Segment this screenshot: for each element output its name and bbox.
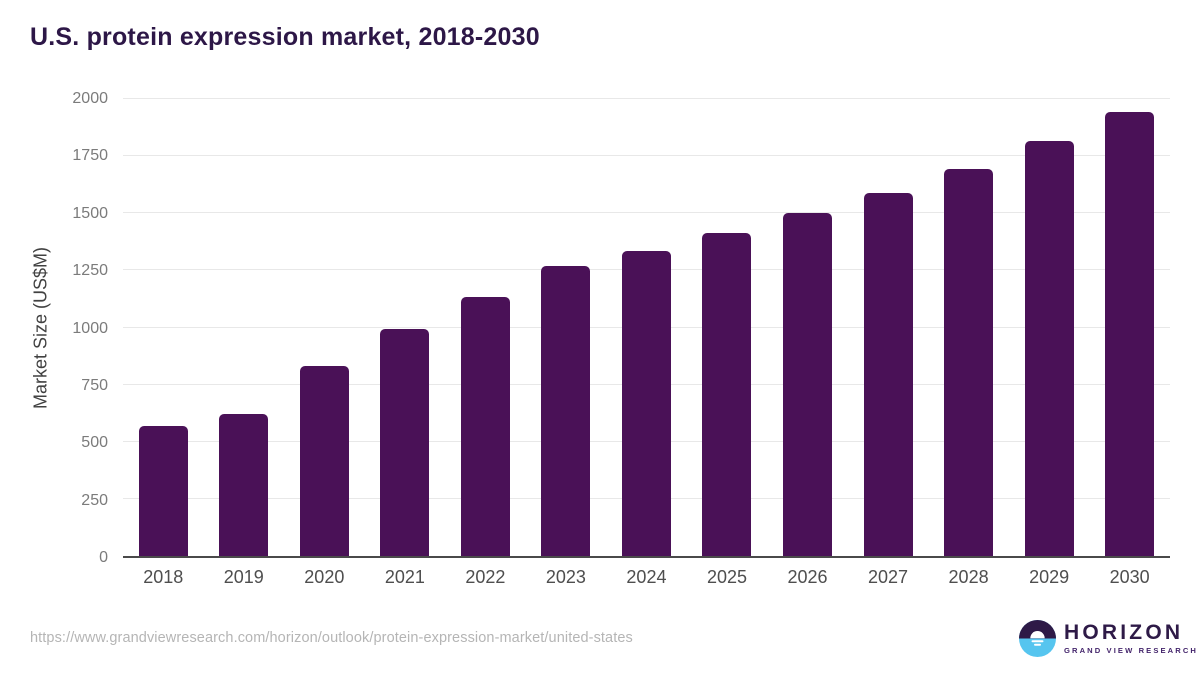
horizon-logo-icon — [1019, 620, 1056, 657]
y-tick-label-500: 500 — [81, 434, 108, 452]
bar-slot-2030 — [1089, 99, 1170, 556]
x-tick-label-2022: 2022 — [465, 567, 506, 587]
bar-slot-2027 — [848, 99, 929, 556]
gridline-1750 — [123, 155, 1170, 157]
chart-title: U.S. protein expression market, 2018-203… — [30, 23, 540, 51]
x-tick-label-2019: 2019 — [223, 567, 264, 587]
y-tick-label-2000: 2000 — [72, 90, 108, 107]
gridline-1500 — [123, 212, 1170, 214]
y-tick-label-250: 250 — [81, 491, 108, 509]
bar-2025 — [702, 232, 752, 556]
y-tick-label-750: 750 — [81, 376, 108, 394]
bar-2024 — [621, 250, 671, 556]
bar-2030 — [1105, 111, 1155, 556]
bar-slot-2023 — [526, 99, 607, 556]
y-tick-label-1750: 1750 — [72, 147, 108, 165]
y-tick-label-1250: 1250 — [72, 262, 108, 280]
horizon-logo: HORIZON GRAND VIEW RESEARCH — [1019, 620, 1198, 657]
bar-2026 — [783, 213, 833, 556]
x-tick-label-2023: 2023 — [545, 567, 586, 587]
x-axis-tick-labels: 2018 2019 2020 2021 2022 2023 2024 2025 2026 2027… — [123, 567, 1170, 588]
bar-2018 — [138, 425, 188, 556]
horizon-logo-subtitle: GRAND VIEW RESEARCH — [1064, 646, 1198, 655]
bar-2029 — [1024, 141, 1074, 556]
bar-slot-2019 — [204, 99, 285, 556]
y-tick-label-1000: 1000 — [72, 319, 108, 337]
plot-area — [123, 98, 1170, 558]
bar-2021 — [380, 328, 430, 556]
bar-slot-2025 — [687, 99, 768, 556]
x-tick-label-2021: 2021 — [384, 567, 425, 587]
x-tick-label-2018: 2018 — [143, 567, 184, 587]
bar-slot-2021 — [365, 99, 446, 556]
gridline-2000 — [123, 98, 1170, 99]
x-tick-label-2027: 2027 — [868, 567, 909, 587]
source-url-text: https://www.grandviewresearch.com/horizo… — [30, 630, 633, 646]
x-tick-label-2030: 2030 — [1109, 567, 1150, 587]
bar-2019 — [219, 414, 269, 556]
x-tick-label-2025: 2025 — [706, 567, 747, 587]
bar-2020 — [299, 366, 349, 556]
bar-slot-2029 — [1009, 99, 1090, 556]
bar-slot-2024 — [606, 99, 687, 556]
bar-slot-2028 — [928, 99, 1009, 556]
bar-2022 — [460, 296, 510, 556]
bar-slot-2018 — [123, 99, 204, 556]
bar-2023 — [541, 265, 591, 556]
x-tick-label-2024: 2024 — [626, 567, 667, 587]
bar-slot-2020 — [284, 99, 365, 556]
bar-slot-2026 — [767, 99, 848, 556]
y-tick-label-1500: 1500 — [72, 204, 108, 222]
y-axis-tick-labels: 0 250 500 750 1000 1250 1500 1750 2000 — [0, 90, 108, 566]
x-tick-label-2020: 2020 — [304, 567, 345, 587]
bar-slot-2022 — [445, 99, 526, 556]
horizon-logo-text: HORIZON GRAND VIEW RESEARCH — [1064, 622, 1198, 655]
y-tick-label-0: 0 — [99, 549, 108, 566]
bar-2027 — [863, 192, 913, 556]
bar-series — [123, 99, 1170, 556]
x-tick-label-2026: 2026 — [787, 567, 828, 587]
bar-2028 — [944, 168, 994, 556]
horizon-logo-name: HORIZON — [1064, 621, 1184, 644]
x-tick-label-2029: 2029 — [1029, 567, 1070, 587]
x-tick-label-2028: 2028 — [948, 567, 989, 587]
